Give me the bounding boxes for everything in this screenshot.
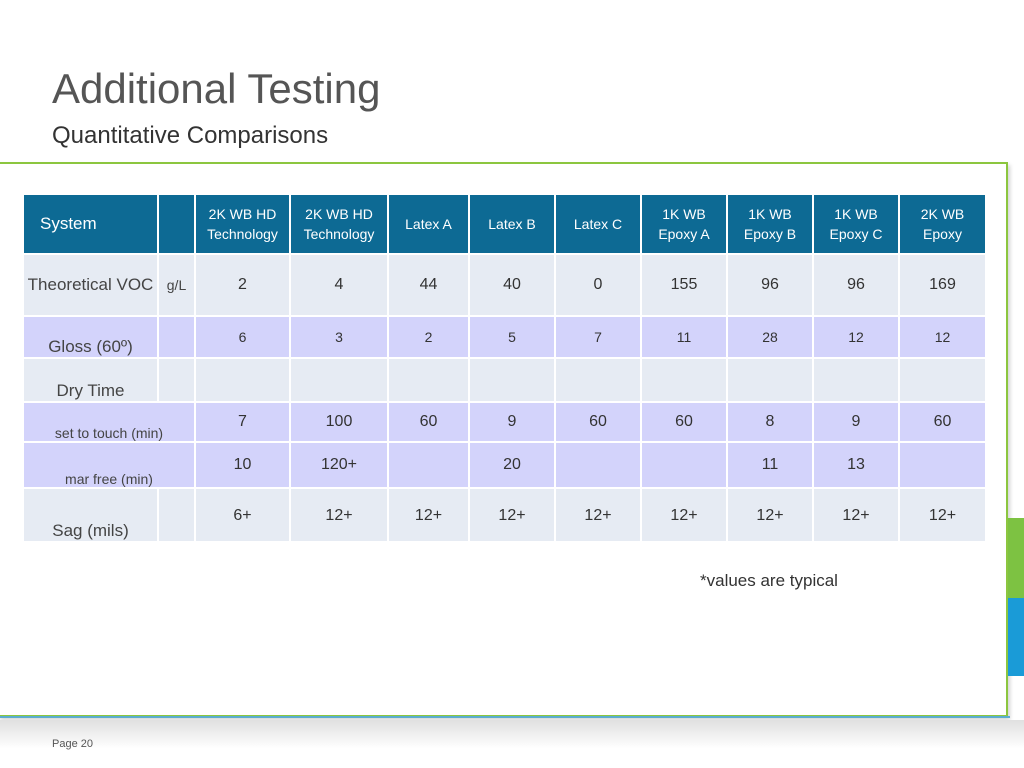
cell: 8 [726,401,814,443]
cell: 13 [812,441,900,489]
cell: 11 [640,315,728,359]
side-accent-blue [1008,598,1024,676]
header-2k-wb-hd-2: 2K WB HD Technology [289,193,389,255]
cell: 60 [898,401,987,443]
cell [468,357,556,403]
cell [194,357,291,403]
cell: 12+ [468,487,556,543]
cell: 169 [898,253,987,317]
cell [640,441,728,489]
header-row: System 2K WB HD Technology 2K WB HD Tech… [22,193,987,255]
row-label: set to touch (min) [22,401,196,443]
cell: 40 [468,253,556,317]
cell [554,357,642,403]
row-unit [157,487,196,543]
cell: 100 [289,401,389,443]
cell: 6+ [194,487,291,543]
header-latex-a: Latex A [387,193,470,255]
cell: 60 [554,401,642,443]
cell: 12 [898,315,987,359]
cell: 96 [726,253,814,317]
cell [387,357,470,403]
cell: 155 [640,253,728,317]
row-sag: Sag (mils) 6+ 12+ 12+ 12+ 12+ 12+ 12+ 12… [22,487,987,543]
cell: 12 [812,315,900,359]
header-unit [157,193,196,255]
cell: 10 [194,441,291,489]
cell [289,357,389,403]
header-1k-wb-epoxy-c: 1K WB Epoxy C [812,193,900,255]
cell: 12+ [812,487,900,543]
header-1k-wb-epoxy-b: 1K WB Epoxy B [726,193,814,255]
row-mar-free: mar free (min) 10 120+ 20 11 13 [22,441,987,489]
row-label: Gloss (60º) [22,315,159,359]
cell: 12+ [726,487,814,543]
cell [554,441,642,489]
cell [640,357,728,403]
footer-shade [0,720,1024,768]
cell: 12+ [898,487,987,543]
cell: 2 [387,315,470,359]
cell: 12+ [289,487,389,543]
row-label: Sag (mils) [22,487,159,543]
side-accent-green [1008,518,1024,598]
cell: 7 [554,315,642,359]
cell [898,357,987,403]
footnote: *values are typical [700,571,838,590]
cell: 7 [194,401,291,443]
cell: 5 [468,315,556,359]
cell: 6 [194,315,291,359]
row-dry-time: Dry Time [22,357,987,403]
cell: 12+ [640,487,728,543]
row-unit [157,315,196,359]
slide-title: Additional Testing [52,65,381,112]
cell: 44 [387,253,470,317]
header-2k-wb-hd-1: 2K WB HD Technology [194,193,291,255]
row-set-to-touch: set to touch (min) 7 100 60 9 60 60 8 9 … [22,401,987,443]
row-unit [157,357,196,403]
cell: 60 [640,401,728,443]
header-system: System [22,193,159,255]
row-unit: g/L [157,253,196,317]
row-label: Theoretical VOC [22,253,159,317]
header-latex-b: Latex B [468,193,556,255]
slide-subtitle: Quantitative Comparisons [52,122,329,149]
header-latex-c: Latex C [554,193,642,255]
row-label: mar free (min) [22,441,196,489]
cell: 12+ [554,487,642,543]
cell: 12+ [387,487,470,543]
cell: 2 [194,253,291,317]
cell: 60 [387,401,470,443]
cell: 120+ [289,441,389,489]
cell: 4 [289,253,389,317]
page-number: Page 20 [52,738,93,750]
cell: 28 [726,315,814,359]
cell [812,357,900,403]
row-theoretical-voc: Theoretical VOC g/L 2 4 44 40 0 155 96 9… [22,253,987,317]
cell [898,441,987,489]
cell: 20 [468,441,556,489]
cell: 9 [812,401,900,443]
comparison-table: System 2K WB HD Technology 2K WB HD Tech… [22,193,987,543]
cell [387,441,470,489]
header-2k-wb-epoxy: 2K WB Epoxy [898,193,987,255]
frame-bottom-line [0,716,1010,718]
header-1k-wb-epoxy-a: 1K WB Epoxy A [640,193,728,255]
cell [726,357,814,403]
row-label: Dry Time [22,357,159,403]
cell: 96 [812,253,900,317]
row-gloss: Gloss (60º) 6 3 2 5 7 11 28 12 12 [22,315,987,359]
cell: 9 [468,401,556,443]
cell: 0 [554,253,642,317]
cell: 3 [289,315,389,359]
cell: 11 [726,441,814,489]
